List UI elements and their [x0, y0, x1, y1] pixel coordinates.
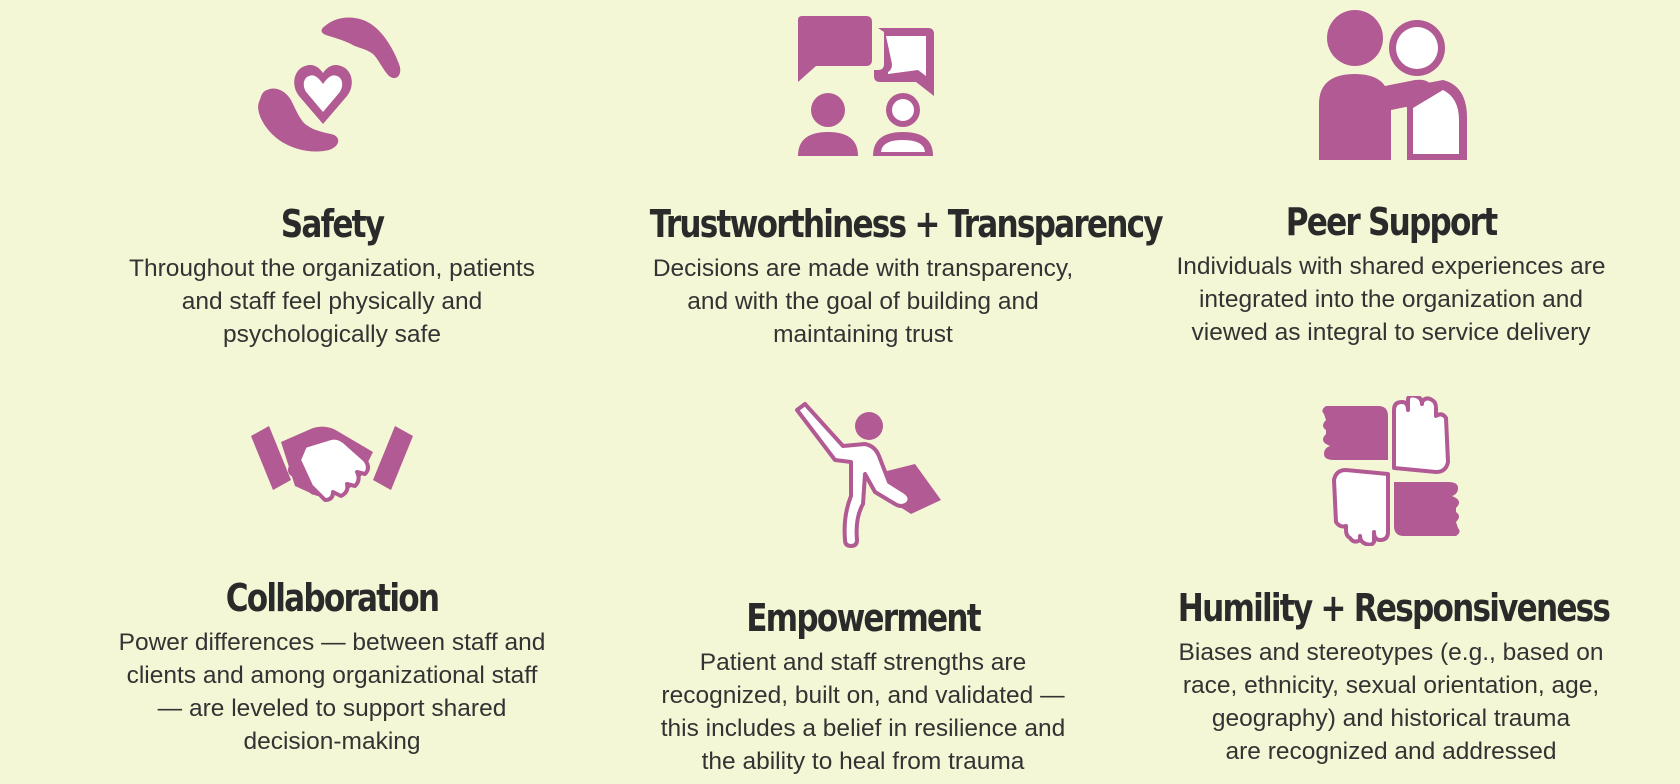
card-collaboration: Collaboration Power differences — betwee… — [72, 400, 592, 758]
peer-support-icon — [1319, 10, 1467, 160]
description-line: the ability to heal from trauma — [701, 748, 1025, 775]
description-line: Patient and staff strengths are — [699, 649, 1027, 676]
speech-bubbles-people-icon — [798, 16, 934, 156]
card-empowerment: Empowerment Patient and staff strengths … — [603, 400, 1123, 778]
description-line: psychologically safe — [223, 321, 441, 348]
card-safety: Safety Throughout the organization, pati… — [72, 12, 592, 351]
description-line: — are leveled to support shared — [157, 695, 507, 722]
description-line: geography) and historical trauma — [1211, 705, 1571, 732]
description-line: are recognized and addressed — [1225, 738, 1557, 765]
description-line: recognized, built on, and validated — — [661, 682, 1065, 709]
card-trustworthiness: Trustworthiness + Transparency Decisions… — [603, 12, 1164, 351]
description-line: maintaining trust — [773, 321, 953, 348]
description-line: viewed as integral to service delivery — [1191, 319, 1591, 346]
card-title: Humility + Responsiveness — [1177, 586, 1611, 630]
description-line: decision-making — [243, 728, 421, 755]
description-line: integrated into the organization and — [1198, 286, 1584, 313]
description-line: and with the goal of building and — [687, 288, 1039, 315]
card-peer-support: Peer Support Individuals with shared exp… — [1131, 8, 1651, 349]
card-description: Power differences — between staff and cl… — [72, 626, 592, 758]
stacked-hands-icon — [1322, 396, 1460, 546]
handshake-icon — [251, 426, 413, 502]
card-description: Throughout the organization, patients an… — [72, 252, 592, 351]
description-line: Decisions are made with transparency, — [652, 255, 1074, 282]
description-line: Throughout the organization, patients — [129, 255, 535, 282]
card-description: Biases and stereotypes (e.g., based on r… — [1131, 636, 1651, 768]
card-description: Decisions are made with transparency, an… — [603, 252, 1123, 351]
description-line: this includes a belief in resilience and — [660, 715, 1066, 742]
card-title: Empowerment — [746, 596, 981, 640]
card-title: Peer Support — [1285, 200, 1498, 244]
hands-heart-icon — [258, 17, 401, 152]
description-line: Individuals with shared experiences are — [1176, 253, 1606, 280]
description-line: Biases and stereotypes (e.g., based on — [1178, 639, 1604, 666]
superhero-icon — [795, 402, 941, 548]
card-description: Individuals with shared experiences are … — [1131, 250, 1651, 349]
card-humility: Humility + Responsiveness Biases and ste… — [1131, 396, 1651, 768]
description-line: race, ethnicity, sexual orientation, age… — [1182, 672, 1600, 699]
description-line: Power differences — between staff and — [118, 629, 546, 656]
card-title: Collaboration — [225, 576, 440, 620]
description-line: clients and among organizational staff — [126, 662, 538, 689]
description-line: and staff feel physically and — [181, 288, 483, 315]
card-description: Patient and staff strengths are recogniz… — [603, 646, 1123, 778]
card-title: Safety — [280, 202, 385, 246]
card-title: Trustworthiness + Transparency — [649, 202, 1164, 246]
